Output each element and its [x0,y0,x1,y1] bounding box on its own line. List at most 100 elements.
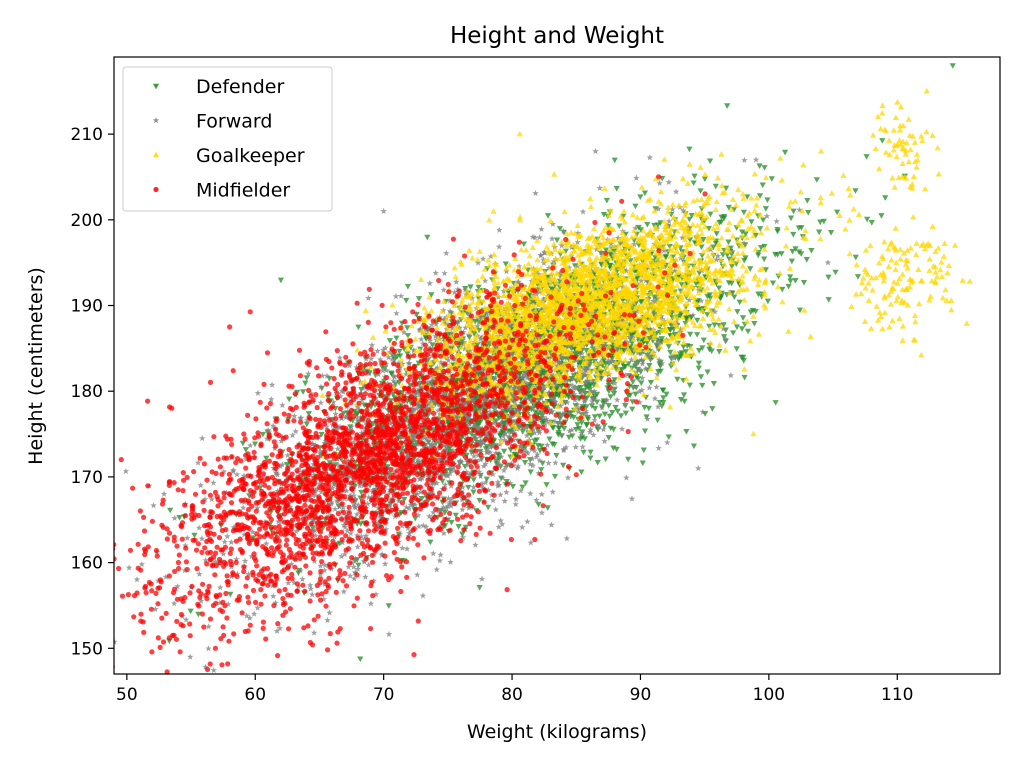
data-point [293,528,300,535]
data-point [317,383,325,390]
data-point [357,656,364,663]
data-point [325,414,332,421]
data-point [707,211,714,218]
data-point [600,211,607,218]
data-point [725,280,732,286]
data-point [725,239,732,246]
data-point [578,429,585,436]
data-point [577,354,585,361]
data-point [748,219,755,225]
data-point [503,461,510,468]
data-point [733,324,741,330]
data-point [404,333,412,339]
data-point [182,616,190,623]
data-point [778,251,785,257]
data-point [548,521,555,528]
data-point [386,503,393,510]
data-point [358,489,365,496]
data-point [263,435,271,442]
data-point [309,440,317,447]
data-point [538,467,545,473]
data-point [572,426,580,433]
data-point [468,294,476,302]
data-point [882,195,889,201]
data-point [303,421,310,428]
data-point [518,359,526,366]
data-point [751,321,758,327]
data-point [354,414,361,422]
data-point [433,566,440,573]
data-point [538,372,545,379]
data-point [716,219,723,226]
data-point [596,423,603,430]
data-point [428,321,436,328]
data-point [210,666,217,674]
data-point [483,476,490,483]
data-point [704,311,711,318]
data-point [443,249,450,256]
data-point [852,254,859,261]
data-point [551,418,559,425]
data-point [221,538,228,545]
data-point [630,345,637,352]
data-point [355,324,362,331]
data-point [792,246,799,252]
data-point [635,376,642,382]
data-point [341,551,348,558]
data-point [402,370,410,378]
data-point [713,231,720,237]
data-point [710,381,718,387]
data-point [560,445,567,452]
data-point [623,474,630,481]
data-point [564,474,572,481]
data-point [878,213,885,219]
data-point [787,278,794,285]
data-point [505,322,512,329]
data-point [419,499,427,506]
data-point [570,373,577,379]
data-point [739,315,747,321]
data-point [336,423,344,430]
data-point [465,484,472,491]
data-point [456,364,463,371]
data-point [424,234,431,241]
data-point [455,524,462,530]
data-point [747,266,754,272]
data-point [502,261,509,268]
data-point [503,268,510,275]
data-point [607,240,615,247]
data-point [553,452,560,459]
data-point [395,359,403,366]
data-point [629,406,636,413]
data-point [529,462,537,469]
data-point [669,206,676,213]
data-point [241,557,249,564]
data-point [615,234,622,241]
data-point [566,427,573,434]
data-point [552,459,559,466]
data-point [381,560,389,567]
data-point [863,154,870,160]
data-point [369,486,377,493]
data-point [688,212,695,219]
data-point [727,372,734,379]
data-point [495,293,502,300]
data-point [523,432,531,439]
data-point [490,419,497,426]
data-point [629,379,636,385]
data-point [444,453,451,460]
data-point [585,357,592,364]
data-point [415,296,423,302]
data-point [385,603,392,609]
data-point [167,507,174,514]
data-point [527,539,535,546]
data-point [304,416,311,424]
data-point [800,280,808,286]
data-point [480,462,488,469]
data-point [700,337,707,344]
data-point [484,313,491,320]
data-point [549,488,556,495]
data-point [441,481,449,488]
data-point [665,434,672,441]
data-point [787,274,794,280]
